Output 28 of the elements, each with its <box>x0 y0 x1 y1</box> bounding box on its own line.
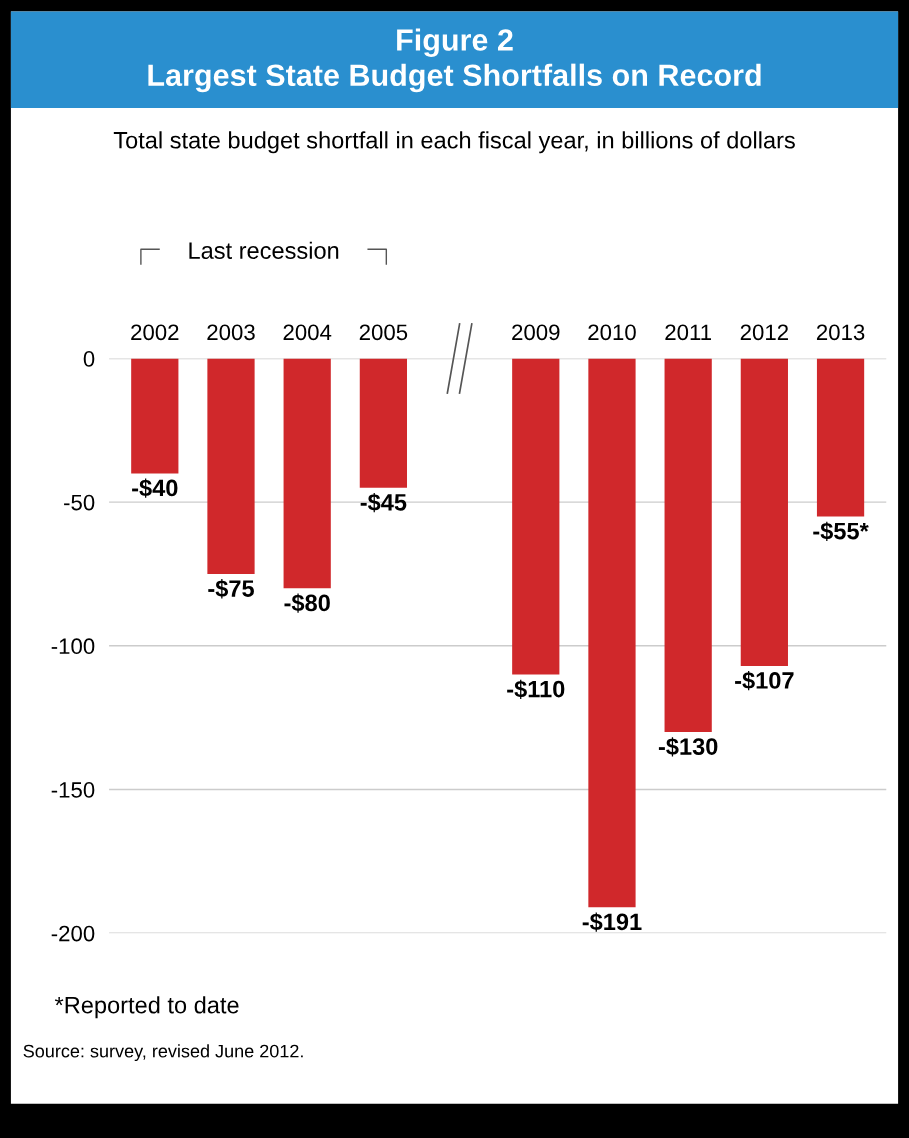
y-tick-label: -150 <box>51 782 95 798</box>
y-tick-label: 0 <box>83 351 95 367</box>
data-label: -$191 <box>582 912 642 932</box>
chart-title: Figure 2 Largest State Budget Shortfalls on Record <box>148 28 761 93</box>
data-label: -$130 <box>658 737 718 757</box>
data-label: -$45 <box>360 492 407 513</box>
text: Last recession <box>189 241 339 259</box>
y-tick-label: -100 <box>51 638 95 655</box>
chart-subtitle: Total state budget shortfall in each fiscal year, in billions of dollars <box>113 131 795 154</box>
x-tick-label: 2005 <box>359 324 408 341</box>
x-tick-label: 2009 <box>512 324 560 341</box>
source-note: Source: survey, revised June 2012. <box>23 1044 303 1062</box>
data-label: -$75 <box>208 579 254 599</box>
data-label: -$110 <box>507 679 565 699</box>
data-label: -$55* <box>813 521 869 541</box>
x-tick-label: 2013 <box>816 324 865 341</box>
x-tick-label: 2010 <box>588 324 636 341</box>
y-tick-label: -50 <box>64 494 95 511</box>
data-label: -$107 <box>735 671 794 691</box>
y-tick-label: -200 <box>51 925 95 942</box>
text: *Reported to date <box>54 996 239 1019</box>
x-tick-label: 2012 <box>740 324 788 341</box>
data-label: -$40 <box>132 478 178 498</box>
x-tick-label: 2002 <box>131 324 179 341</box>
x-tick-label: 2011 <box>665 324 711 341</box>
x-tick-label: 2004 <box>283 324 332 341</box>
data-label: -$80 <box>284 593 330 613</box>
x-tick-label: 2003 <box>207 324 255 341</box>
